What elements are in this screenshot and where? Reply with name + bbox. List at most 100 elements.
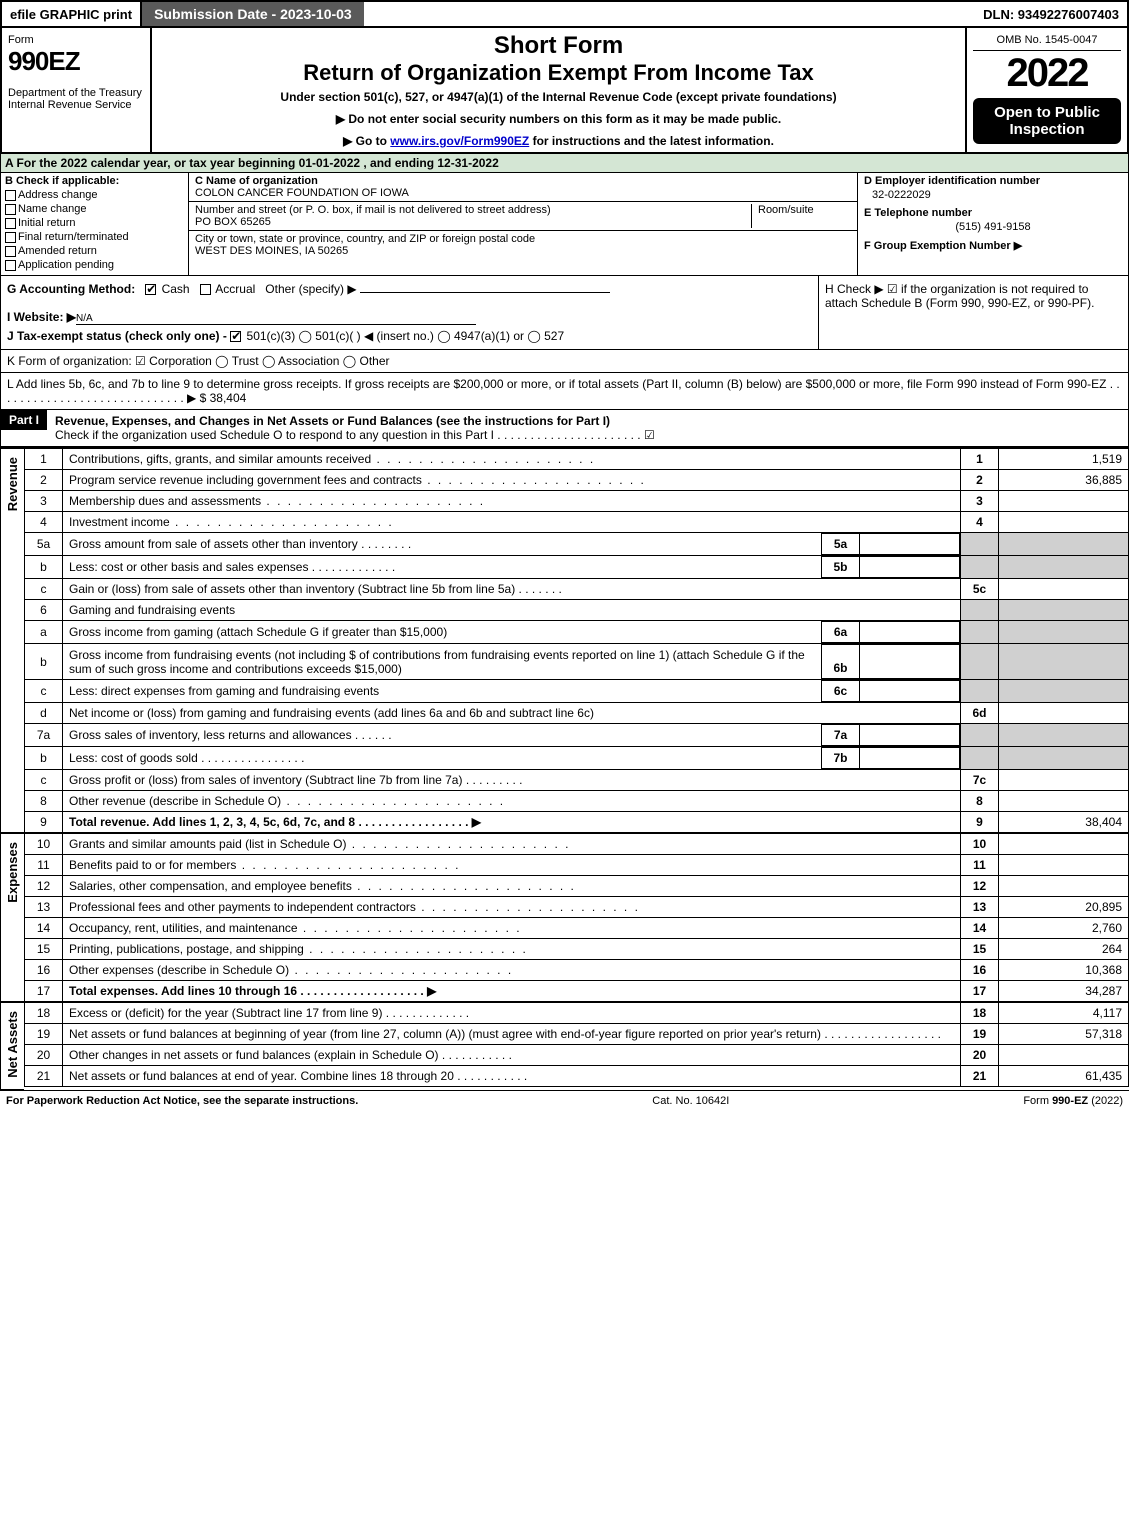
- line-7a: 7aGross sales of inventory, less returns…: [25, 724, 1129, 747]
- website-row: I Website: ▶N/A: [7, 310, 812, 325]
- tel-value: (515) 491-9158: [864, 221, 1122, 233]
- chk-final-return[interactable]: Final return/terminated: [5, 231, 184, 243]
- dept-label: Department of the Treasury Internal Reve…: [8, 87, 144, 111]
- line-20: 20Other changes in net assets or fund ba…: [25, 1045, 1129, 1066]
- goto-note: ▶ Go to www.irs.gov/Form990EZ for instru…: [160, 134, 957, 148]
- city-label: City or town, state or province, country…: [195, 233, 535, 245]
- expenses-section: Expenses 10Grants and similar amounts pa…: [0, 833, 1129, 1002]
- revenue-side-label: Revenue: [0, 448, 24, 833]
- line-12: 12Salaries, other compensation, and empl…: [25, 876, 1129, 897]
- submission-date: Submission Date - 2023-10-03: [140, 2, 364, 26]
- line-10: 10Grants and similar amounts paid (list …: [25, 834, 1129, 855]
- line-6c: cLess: direct expenses from gaming and f…: [25, 680, 1129, 703]
- website-value: N/A: [76, 313, 476, 325]
- line-6b: bGross income from fundraising events (n…: [25, 644, 1129, 680]
- line-4: 4Investment income4: [25, 512, 1129, 533]
- page-footer: For Paperwork Reduction Act Notice, see …: [0, 1090, 1129, 1111]
- col-c-org: C Name of organization COLON CANCER FOUN…: [189, 173, 858, 275]
- line-13: 13Professional fees and other payments t…: [25, 897, 1129, 918]
- line-5a: 5aGross amount from sale of assets other…: [25, 533, 1129, 556]
- netassets-side-label: Net Assets: [0, 1002, 24, 1090]
- expenses-table: 10Grants and similar amounts paid (list …: [24, 833, 1129, 1002]
- open-to-public: Open to Public Inspection: [973, 98, 1121, 144]
- ein-value: 32-0222029: [872, 189, 1122, 201]
- line-7b: bLess: cost of goods sold . . . . . . . …: [25, 747, 1129, 770]
- line-3: 3Membership dues and assessments3: [25, 491, 1129, 512]
- line-8: 8Other revenue (describe in Schedule O)8: [25, 791, 1129, 812]
- line-15: 15Printing, publications, postage, and s…: [25, 939, 1129, 960]
- block-bcdef: B Check if applicable: Address change Na…: [0, 173, 1129, 276]
- tax-exempt-status: J Tax-exempt status (check only one) - 5…: [7, 329, 812, 343]
- line-11: 11Benefits paid to or for members11: [25, 855, 1129, 876]
- cat-number: Cat. No. 10642I: [652, 1095, 729, 1107]
- efile-label: efile GRAPHIC print: [2, 3, 140, 26]
- chk-name-change[interactable]: Name change: [5, 203, 184, 215]
- part-i-label: Part I: [1, 410, 47, 430]
- row-l-gross-receipts: L Add lines 5b, 6c, and 7b to line 9 to …: [0, 373, 1129, 410]
- form-label: Form: [8, 34, 144, 46]
- row-a-tax-year: A For the 2022 calendar year, or tax yea…: [0, 154, 1129, 173]
- ein-label: D Employer identification number: [864, 175, 1122, 187]
- chk-amended-return[interactable]: Amended return: [5, 245, 184, 257]
- dln-label: DLN: 93492276007403: [975, 3, 1127, 26]
- row-k-form-org: K Form of organization: ☑ Corporation ◯ …: [0, 350, 1129, 373]
- ghij-left: G Accounting Method: Cash Accrual Other …: [1, 276, 818, 349]
- short-form-title: Short Form: [160, 32, 957, 60]
- street-value: PO BOX 65265: [195, 216, 271, 228]
- check-if-applicable: B Check if applicable:: [5, 175, 184, 187]
- line-19: 19Net assets or fund balances at beginni…: [25, 1024, 1129, 1045]
- chk-cash[interactable]: [145, 284, 156, 295]
- form-number-footer: Form 990-EZ (2022): [1023, 1095, 1123, 1107]
- line-1: 1Contributions, gifts, grants, and simil…: [25, 449, 1129, 470]
- line-6: 6Gaming and fundraising events: [25, 600, 1129, 621]
- form-header: Form 990EZ Department of the Treasury In…: [0, 28, 1129, 154]
- line-16: 16Other expenses (describe in Schedule O…: [25, 960, 1129, 981]
- tel-label: E Telephone number: [864, 207, 1122, 219]
- revenue-table: 1Contributions, gifts, grants, and simil…: [24, 448, 1129, 833]
- line-2: 2Program service revenue including gover…: [25, 470, 1129, 491]
- part-i-desc: Revenue, Expenses, and Changes in Net As…: [47, 410, 1128, 446]
- netassets-table: 18Excess or (deficit) for the year (Subt…: [24, 1002, 1129, 1087]
- chk-501c3[interactable]: [230, 331, 241, 342]
- line-9: 9Total revenue. Add lines 1, 2, 3, 4, 5c…: [25, 812, 1129, 833]
- chk-address-change[interactable]: Address change: [5, 189, 184, 201]
- line-17: 17Total expenses. Add lines 10 through 1…: [25, 981, 1129, 1002]
- row-ghij: G Accounting Method: Cash Accrual Other …: [0, 276, 1129, 350]
- city-value: WEST DES MOINES, IA 50265: [195, 245, 348, 257]
- street-label: Number and street (or P. O. box, if mail…: [195, 204, 551, 216]
- header-right: OMB No. 1545-0047 2022 Open to Public In…: [967, 28, 1127, 152]
- org-name: COLON CANCER FOUNDATION OF IOWA: [195, 187, 409, 199]
- expenses-side-label: Expenses: [0, 833, 24, 1002]
- line-14: 14Occupancy, rent, utilities, and mainte…: [25, 918, 1129, 939]
- header-left: Form 990EZ Department of the Treasury In…: [2, 28, 152, 152]
- form-number: 990EZ: [8, 46, 144, 77]
- top-bar: efile GRAPHIC print Submission Date - 20…: [0, 0, 1129, 28]
- group-exemption-label: F Group Exemption Number ▶: [864, 239, 1122, 252]
- netassets-section: Net Assets 18Excess or (deficit) for the…: [0, 1002, 1129, 1090]
- omb-number: OMB No. 1545-0047: [973, 34, 1121, 51]
- room-suite-label: Room/suite: [751, 204, 851, 228]
- under-section: Under section 501(c), 527, or 4947(a)(1)…: [160, 90, 957, 104]
- chk-accrual[interactable]: [200, 284, 211, 295]
- line-21: 21Net assets or fund balances at end of …: [25, 1066, 1129, 1087]
- part-i-header: Part I Revenue, Expenses, and Changes in…: [0, 410, 1129, 447]
- gross-receipts-amt: 38,404: [210, 391, 247, 405]
- irs-link[interactable]: www.irs.gov/Form990EZ: [390, 134, 529, 148]
- line-5c: cGain or (loss) from sale of assets othe…: [25, 579, 1129, 600]
- paperwork-notice: For Paperwork Reduction Act Notice, see …: [6, 1095, 358, 1107]
- chk-application-pending[interactable]: Application pending: [5, 259, 184, 271]
- tax-year: 2022: [973, 51, 1121, 96]
- goto-pre: ▶ Go to: [343, 134, 390, 148]
- header-center: Short Form Return of Organization Exempt…: [152, 28, 967, 152]
- goto-post: for instructions and the latest informat…: [529, 134, 774, 148]
- col-b-checks: B Check if applicable: Address change Na…: [1, 173, 189, 275]
- chk-initial-return[interactable]: Initial return: [5, 217, 184, 229]
- line-7c: cGross profit or (loss) from sales of in…: [25, 770, 1129, 791]
- col-def: D Employer identification number 32-0222…: [858, 173, 1128, 275]
- line-18: 18Excess or (deficit) for the year (Subt…: [25, 1003, 1129, 1024]
- line-6a: aGross income from gaming (attach Schedu…: [25, 621, 1129, 644]
- revenue-section: Revenue 1Contributions, gifts, grants, a…: [0, 447, 1129, 833]
- line-5b: bLess: cost or other basis and sales exp…: [25, 556, 1129, 579]
- name-of-org-label: C Name of organization: [195, 175, 318, 187]
- ssn-note: ▶ Do not enter social security numbers o…: [160, 112, 957, 126]
